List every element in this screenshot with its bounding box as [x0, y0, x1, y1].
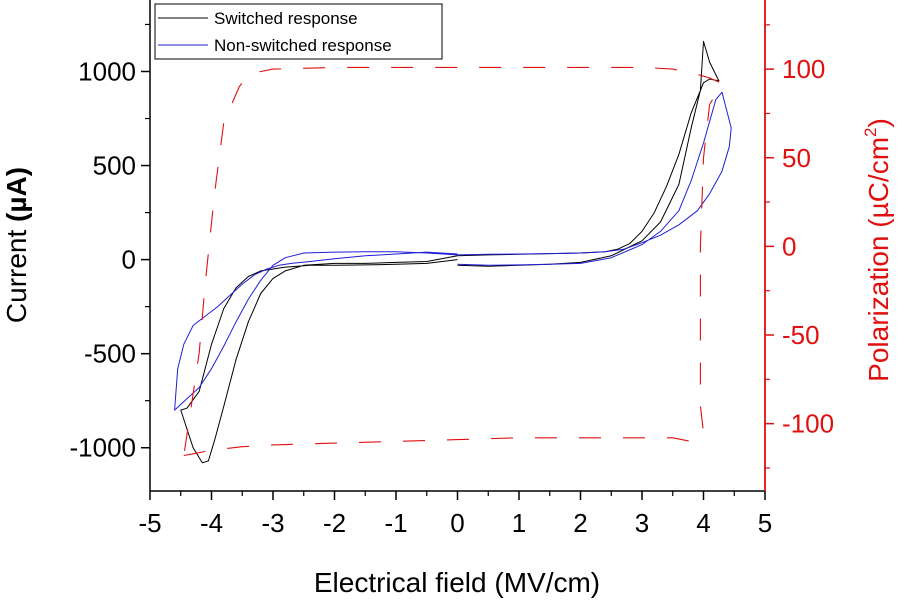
x-tick-label: 5 [758, 508, 772, 538]
x-tick-label: 3 [635, 508, 649, 538]
y2-axis-title-close: ) [863, 118, 894, 127]
y-axis-title-unit: (µA) [1, 167, 32, 222]
y-tick-label: 500 [93, 151, 136, 181]
legend-label-non-switched: Non-switched response [214, 36, 392, 55]
x-tick-label: 4 [696, 508, 710, 538]
x-tick-label: -5 [138, 508, 161, 538]
y2-tick-label: -50 [782, 320, 820, 350]
legend-label-switched: Switched response [214, 9, 358, 28]
x-tick-label: -4 [200, 508, 223, 538]
x-tick-label: -1 [384, 508, 407, 538]
y2-axis-title-unit: (µC/cm [863, 137, 894, 228]
y-axis-title: Current (µA) [1, 167, 32, 323]
x-tick-label: -2 [323, 508, 346, 538]
y-tick-label: 0 [122, 245, 136, 275]
y-tick-label: -500 [84, 339, 136, 369]
y2-axis-title-main: Polarization [863, 228, 894, 382]
y-tick-label: -1000 [70, 433, 137, 463]
x-tick-label: 0 [450, 508, 464, 538]
x-axis-title: Electrical field (MV/cm) [314, 567, 600, 598]
x-tick-label: 2 [573, 508, 587, 538]
x-tick-label: 1 [512, 508, 526, 538]
y2-tick-label: 50 [782, 143, 811, 173]
y2-axis-title-sup: 2 [861, 127, 880, 136]
y2-tick-label: -100 [782, 409, 834, 439]
x-tick-label: -3 [261, 508, 284, 538]
series-switched-line [180, 40, 720, 464]
y2-tick-label: 0 [782, 231, 796, 261]
y2-tick-label: 100 [782, 54, 825, 84]
legend-box [154, 3, 443, 60]
y-tick-label: 1000 [78, 56, 136, 86]
legend: Switched response Non-switched response [154, 3, 443, 60]
y2-axis-title: Polarization (µC/cm2) [861, 118, 894, 382]
y-axis-title-main: Current [1, 222, 32, 323]
series-polarization-line [183, 66, 723, 457]
series-non-switched-line [174, 91, 732, 411]
